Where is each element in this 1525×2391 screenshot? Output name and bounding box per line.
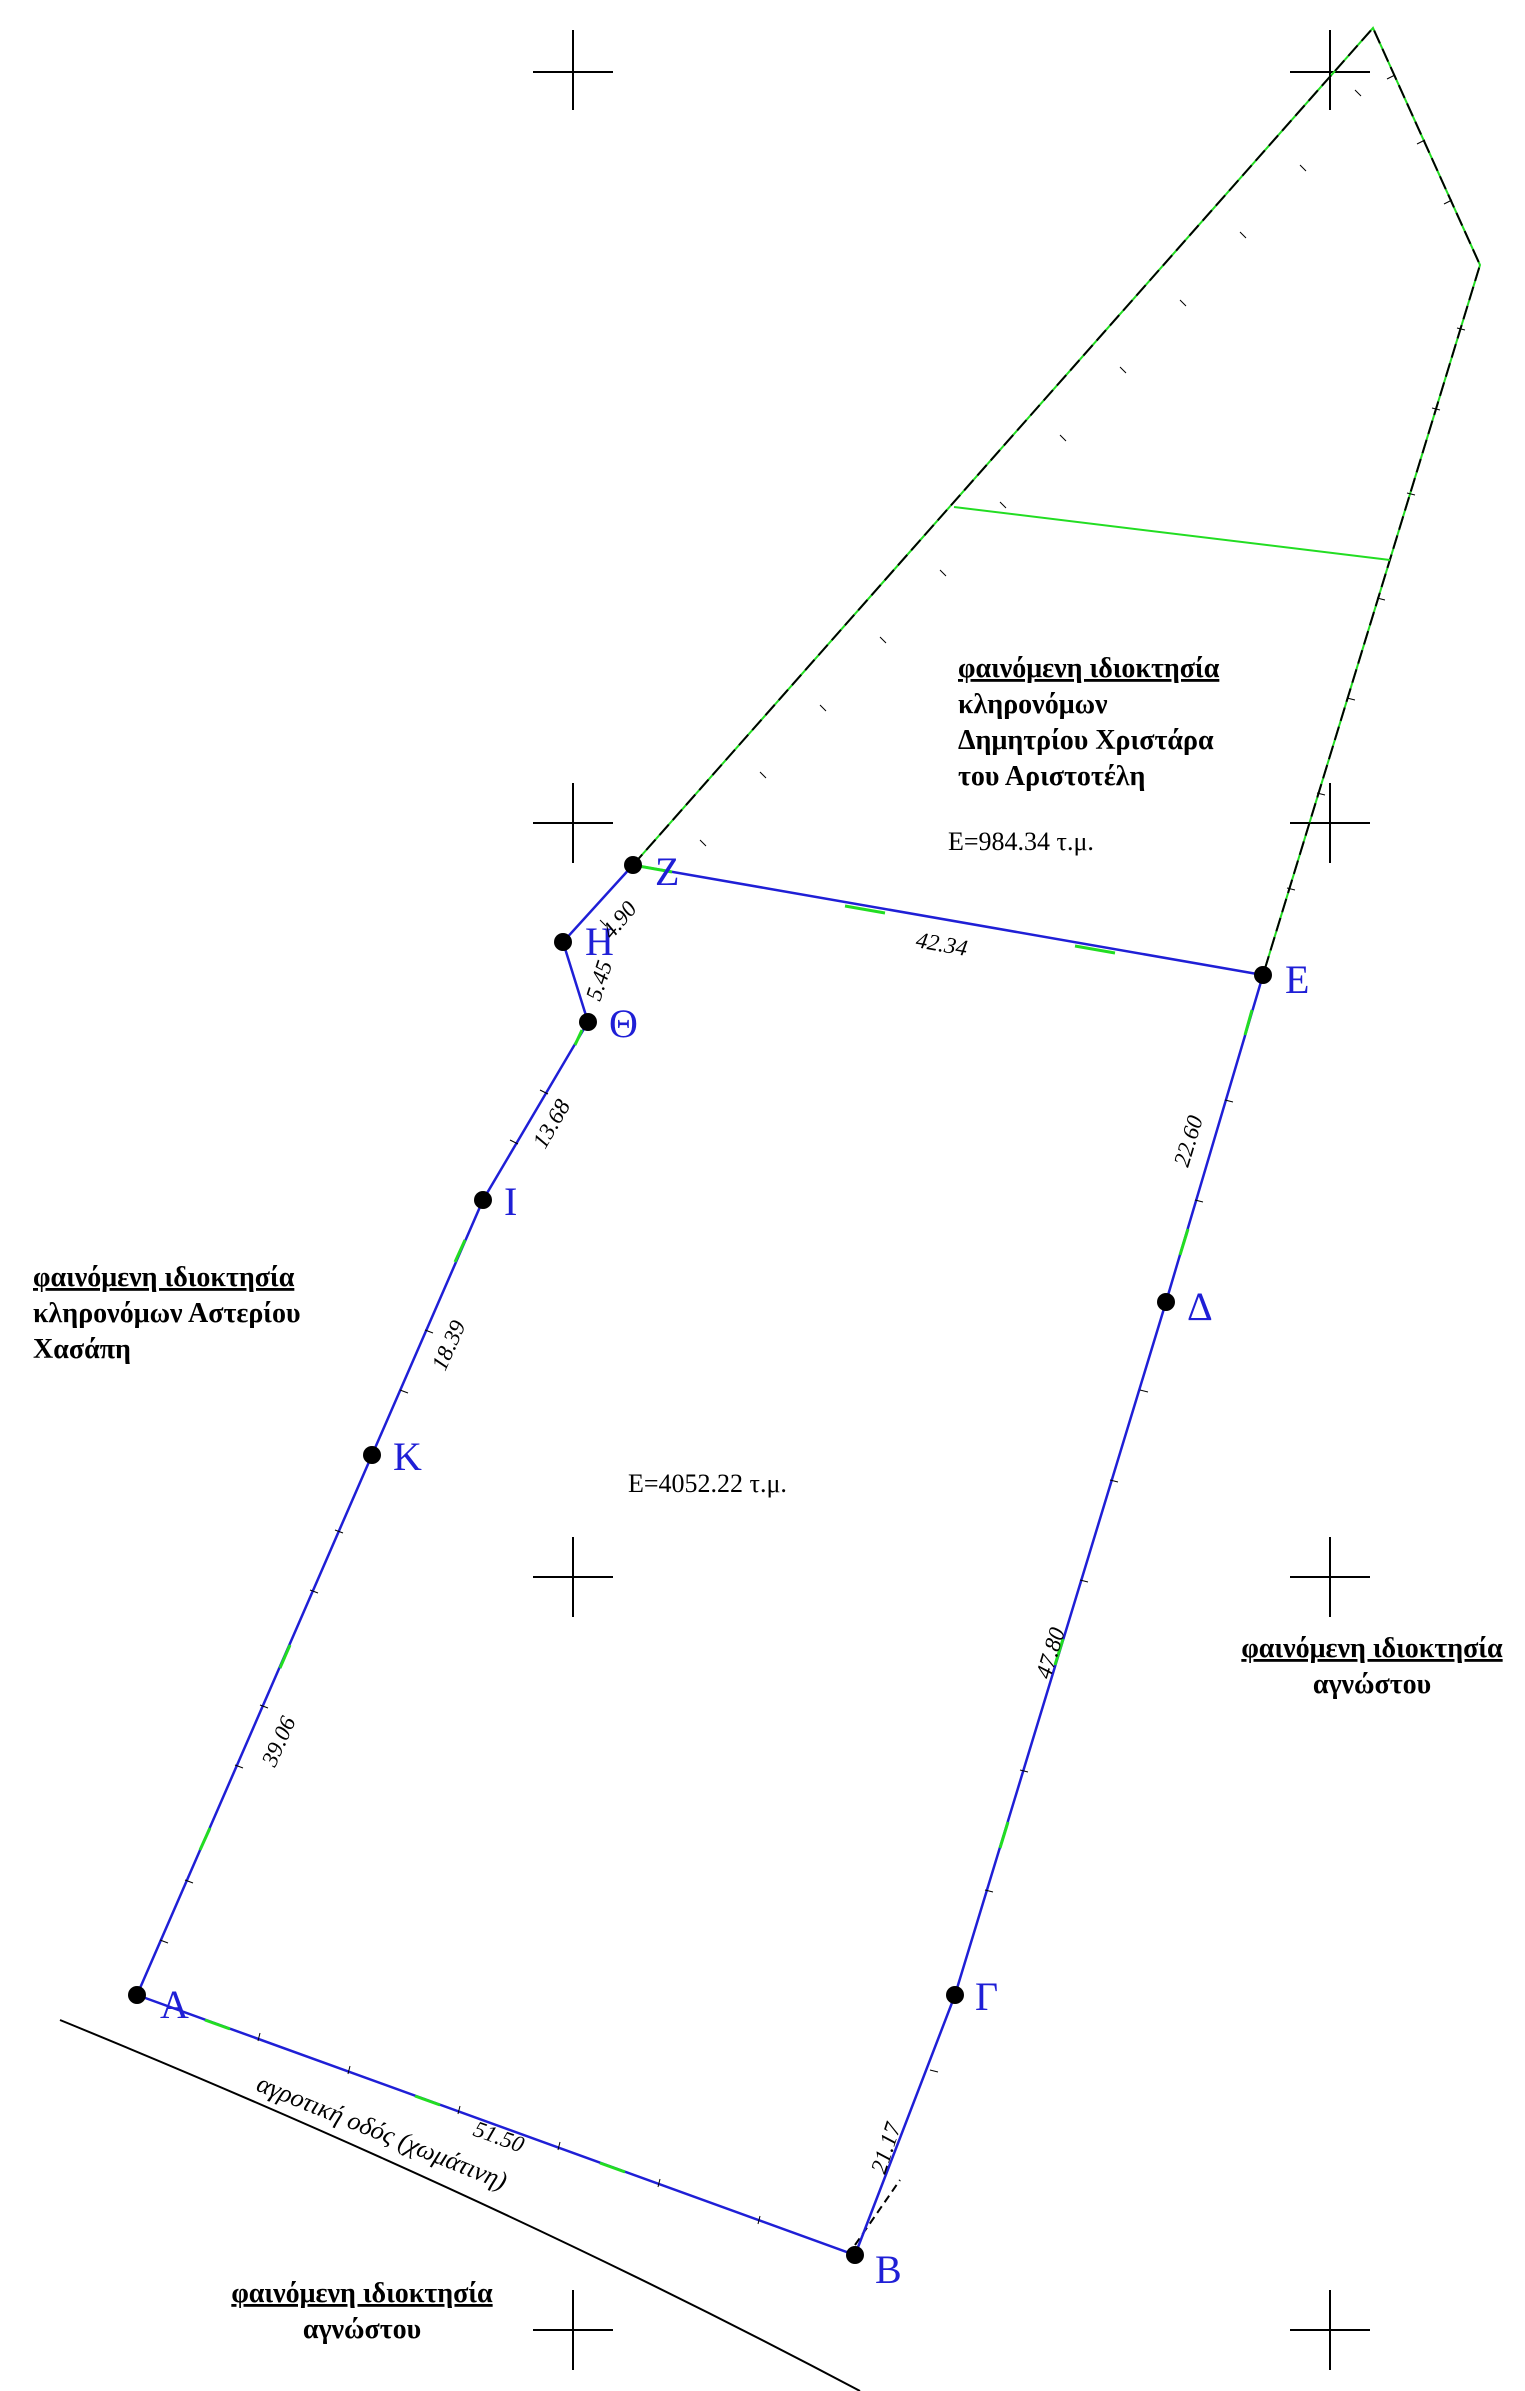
north-parcel-divider bbox=[953, 506, 1391, 561]
label-Z: Ζ bbox=[655, 849, 679, 894]
owner-east-line1: φαινόμενη ιδιοκτησία bbox=[1241, 1633, 1503, 1664]
dim-EZ: 42.34 bbox=[914, 927, 969, 961]
dim-AB: 51.50 bbox=[470, 2116, 528, 2157]
point-Th bbox=[579, 1013, 597, 1031]
label-G: Γ bbox=[975, 1974, 998, 2019]
owner-east-line2: αγνώστου bbox=[1313, 1669, 1431, 1700]
grid-cross bbox=[533, 30, 613, 110]
point-I bbox=[474, 1191, 492, 1209]
grid-cross bbox=[1290, 1537, 1370, 1617]
point-E bbox=[1254, 966, 1272, 984]
grid-cross bbox=[533, 2290, 613, 2370]
point-labels: Α Β Γ Δ Ε Ζ Η Θ Ι Κ bbox=[160, 849, 1309, 2292]
dim-ThI: 13.68 bbox=[528, 1095, 576, 1153]
label-I: Ι bbox=[504, 1179, 517, 1224]
survey-points bbox=[128, 856, 1272, 2264]
area-north: Ε=984.34 τ.μ. bbox=[948, 827, 1094, 856]
dim-HTh: 5.45 bbox=[581, 958, 617, 1004]
point-K bbox=[363, 1446, 381, 1464]
boundary-highlights bbox=[198, 863, 1254, 2174]
grid-crosses bbox=[533, 30, 1370, 2370]
owner-north-line4: του Αριστοτέλη bbox=[958, 761, 1145, 792]
owner-west-line3: Χασάπη bbox=[33, 1334, 131, 1365]
dim-DE-short: 22.60 bbox=[1169, 1112, 1208, 1169]
owner-west-line1: φαινόμενη ιδιοκτησία bbox=[33, 1262, 295, 1293]
owner-east: φαινόμενη ιδιοκτησία αγνώστου bbox=[1241, 1633, 1503, 1700]
owner-south-line2: αγνώστου bbox=[303, 2314, 421, 2345]
main-parcel-boundary bbox=[135, 863, 1265, 2257]
label-H: Η bbox=[585, 919, 614, 964]
owner-north-line3: Δημητρίου Χριστάρα bbox=[958, 725, 1214, 756]
dim-DE-long: 47.80 bbox=[1031, 1624, 1070, 1681]
area-main: Ε=4052.22 τ.μ. bbox=[628, 1469, 787, 1498]
dim-KA: 39.06 bbox=[256, 1712, 300, 1771]
owner-north-line2: κληρονόμων bbox=[958, 689, 1108, 720]
owner-south: φαινόμενη ιδιοκτησία αγνώστου bbox=[231, 2278, 493, 2345]
dim-IK: 18.39 bbox=[427, 1316, 471, 1374]
grid-cross bbox=[533, 1537, 613, 1617]
point-H bbox=[554, 933, 572, 951]
label-B: Β bbox=[875, 2247, 902, 2292]
grid-cross bbox=[1290, 2290, 1370, 2370]
boundary-ticks bbox=[159, 74, 1466, 2225]
label-Th: Θ bbox=[609, 1001, 638, 1046]
owner-west-line2: κληρονόμων Αστερίου bbox=[33, 1298, 301, 1329]
point-Z bbox=[624, 856, 642, 874]
label-E: Ε bbox=[1285, 957, 1309, 1002]
grid-cross bbox=[1290, 783, 1370, 863]
north-parcel-boundary-dashed bbox=[632, 26, 1482, 976]
owner-north-line1: φαινόμενη ιδιοκτησία bbox=[958, 653, 1220, 684]
owner-north: φαινόμενη ιδιοκτησία κληρονόμων Δημητρίο… bbox=[958, 653, 1220, 792]
road-edge bbox=[59, 2019, 861, 2391]
point-D bbox=[1157, 1293, 1175, 1311]
label-A: Α bbox=[160, 1982, 189, 2027]
grid-cross bbox=[533, 783, 613, 863]
label-D: Δ bbox=[1187, 1284, 1213, 1329]
owner-south-line1: φαινόμενη ιδιοκτησία bbox=[231, 2278, 493, 2309]
label-K: Κ bbox=[393, 1434, 422, 1479]
owner-west: φαινόμενη ιδιοκτησία κληρονόμων Αστερίου… bbox=[33, 1262, 301, 1365]
grid-cross bbox=[1290, 30, 1370, 110]
dim-BD: 21.17 bbox=[866, 2118, 906, 2176]
dimension-labels: 51.50 21.17 47.80 22.60 42.34 4.90 5.45 … bbox=[256, 896, 1208, 2177]
point-A bbox=[128, 1986, 146, 2004]
point-G bbox=[946, 1986, 964, 2004]
point-B bbox=[846, 2246, 864, 2264]
